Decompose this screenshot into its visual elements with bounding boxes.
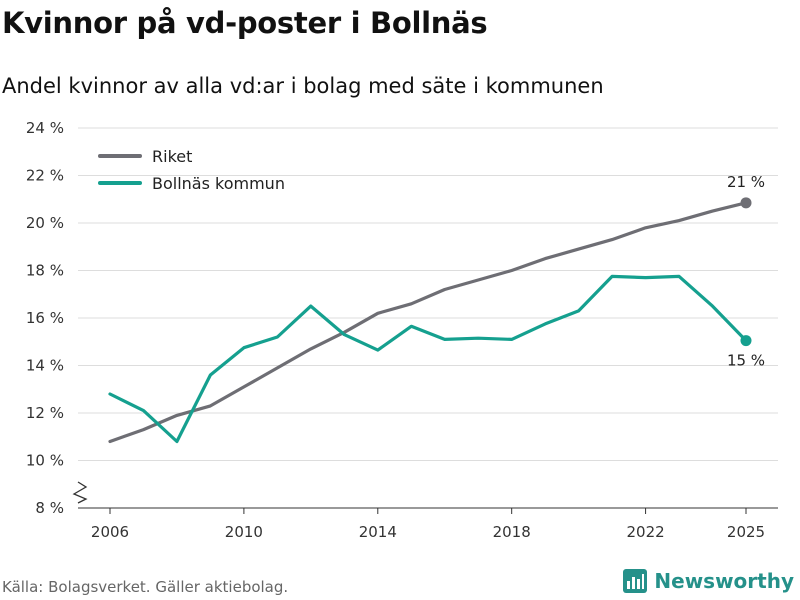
brand-logo[interactable]: Newsworthy — [622, 568, 794, 594]
brand-name: Newsworthy — [654, 569, 794, 593]
chart-subtitle: Andel kvinnor av alla vd:ar i bolag med … — [2, 74, 604, 98]
series-end-marker — [740, 335, 752, 347]
y-tick-label: 18 % — [26, 262, 64, 280]
y-tick-label: 22 % — [26, 167, 64, 185]
end-value-label: 21 % — [727, 173, 765, 191]
series-line-1 — [108, 201, 748, 444]
y-tick-label: 24 % — [26, 119, 64, 137]
source-note: Källa: Bolagsverket. Gäller aktiebolag. — [2, 578, 289, 596]
x-tick-label: 2006 — [91, 523, 129, 541]
bar-chart-logo-icon — [623, 569, 648, 593]
y-tick-label: 14 % — [26, 357, 64, 375]
legend-label: Riket — [152, 147, 192, 166]
y-tick-label: 8 % — [35, 499, 64, 517]
chart-title: Kvinnor på vd-poster i Bollnäs — [2, 6, 488, 40]
x-tick-label: 2025 — [727, 523, 765, 541]
series-end-marker — [740, 197, 752, 209]
y-tick-label: 10 % — [26, 452, 64, 470]
y-tick-label: 20 % — [26, 214, 64, 232]
axis-break-icon — [72, 481, 88, 504]
x-tick-label: 2014 — [359, 523, 397, 541]
y-tick-label: 16 % — [26, 309, 64, 327]
x-tick-label: 2018 — [493, 523, 531, 541]
end-value-label: 15 % — [727, 352, 765, 370]
x-tick-label: 2022 — [626, 523, 664, 541]
legend-label: Bollnäs kommun — [152, 174, 285, 193]
series-line-2 — [108, 274, 748, 444]
x-tick-label: 2010 — [225, 523, 263, 541]
y-tick-label: 12 % — [26, 404, 64, 422]
